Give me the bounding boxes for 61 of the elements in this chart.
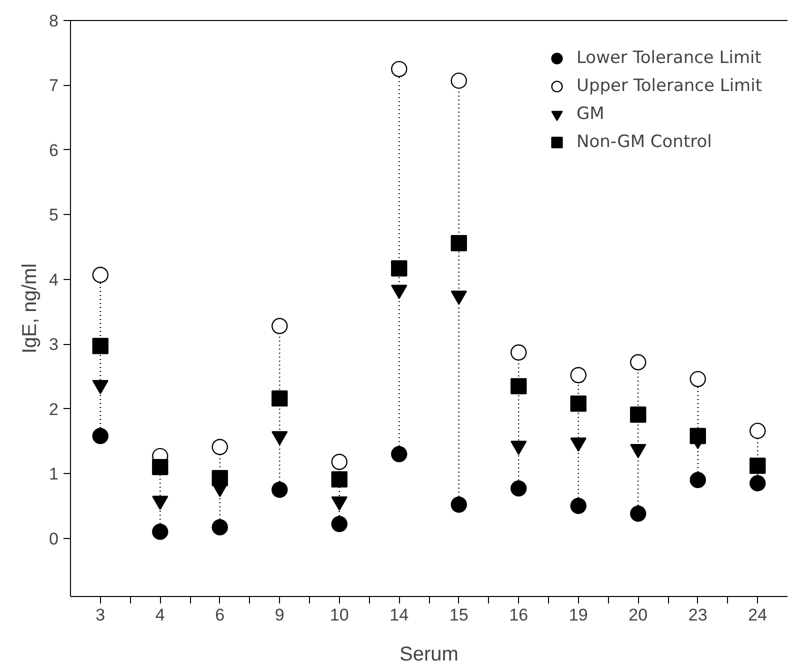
point <box>510 378 527 394</box>
point <box>750 458 766 474</box>
x-tick-label: 16 <box>509 606 528 624</box>
point <box>450 72 467 89</box>
point <box>212 470 228 486</box>
point <box>510 344 527 361</box>
point <box>272 390 288 407</box>
x-tick-label: 6 <box>215 606 225 624</box>
point <box>212 438 228 456</box>
point <box>272 318 288 334</box>
x-tick-label: 4 <box>155 606 165 624</box>
point <box>152 524 168 540</box>
x-tick-label: 10 <box>330 606 349 624</box>
x-tick-label: 3 <box>96 606 106 624</box>
point <box>690 472 706 488</box>
y-tick-label: 7 <box>49 76 59 96</box>
y-tick-label: 3 <box>49 335 59 354</box>
y-tick-label: 4 <box>49 270 59 290</box>
x-tick-label: 19 <box>568 606 588 624</box>
point <box>212 519 228 536</box>
point <box>391 60 408 78</box>
y-axis-title: IgE, ng/ml <box>19 263 42 354</box>
x-tick-label: 15 <box>449 606 468 624</box>
point <box>331 516 348 532</box>
legend-label: GM <box>576 104 604 124</box>
x-tick-label: 20 <box>628 606 648 624</box>
point <box>450 496 467 513</box>
x-tick-label: 9 <box>274 606 284 624</box>
point <box>750 475 766 492</box>
x-tick-label: 23 <box>688 606 708 624</box>
point <box>92 428 108 444</box>
x-tick-label: 24 <box>748 606 768 624</box>
point <box>570 498 586 514</box>
y-tick-label: 5 <box>49 206 59 225</box>
y-tick-label: 1 <box>49 464 59 484</box>
point <box>570 367 586 384</box>
legend-label: Non-GM Control <box>576 132 712 152</box>
legend-label: Lower Tolerance Limit <box>576 48 762 68</box>
point <box>570 396 586 412</box>
point <box>630 406 646 423</box>
point <box>630 354 646 370</box>
point <box>690 370 706 388</box>
point <box>331 454 348 470</box>
point <box>391 446 408 462</box>
point <box>92 266 108 283</box>
y-tick-label: 0 <box>49 529 59 548</box>
point <box>331 471 348 488</box>
point <box>450 235 467 252</box>
point <box>750 422 766 439</box>
x-axis-title: Serum <box>400 644 458 666</box>
x-tick-label: 14 <box>390 606 409 624</box>
point <box>630 506 646 522</box>
legend-label: Upper Tolerance Limit <box>576 76 762 96</box>
point <box>92 338 108 354</box>
point <box>391 260 408 276</box>
point <box>510 480 527 497</box>
y-tick-label: 2 <box>49 400 59 419</box>
point <box>272 482 288 498</box>
y-tick-label: 6 <box>49 140 59 160</box>
point <box>152 458 168 476</box>
y-tick-label: 8 <box>49 12 59 30</box>
